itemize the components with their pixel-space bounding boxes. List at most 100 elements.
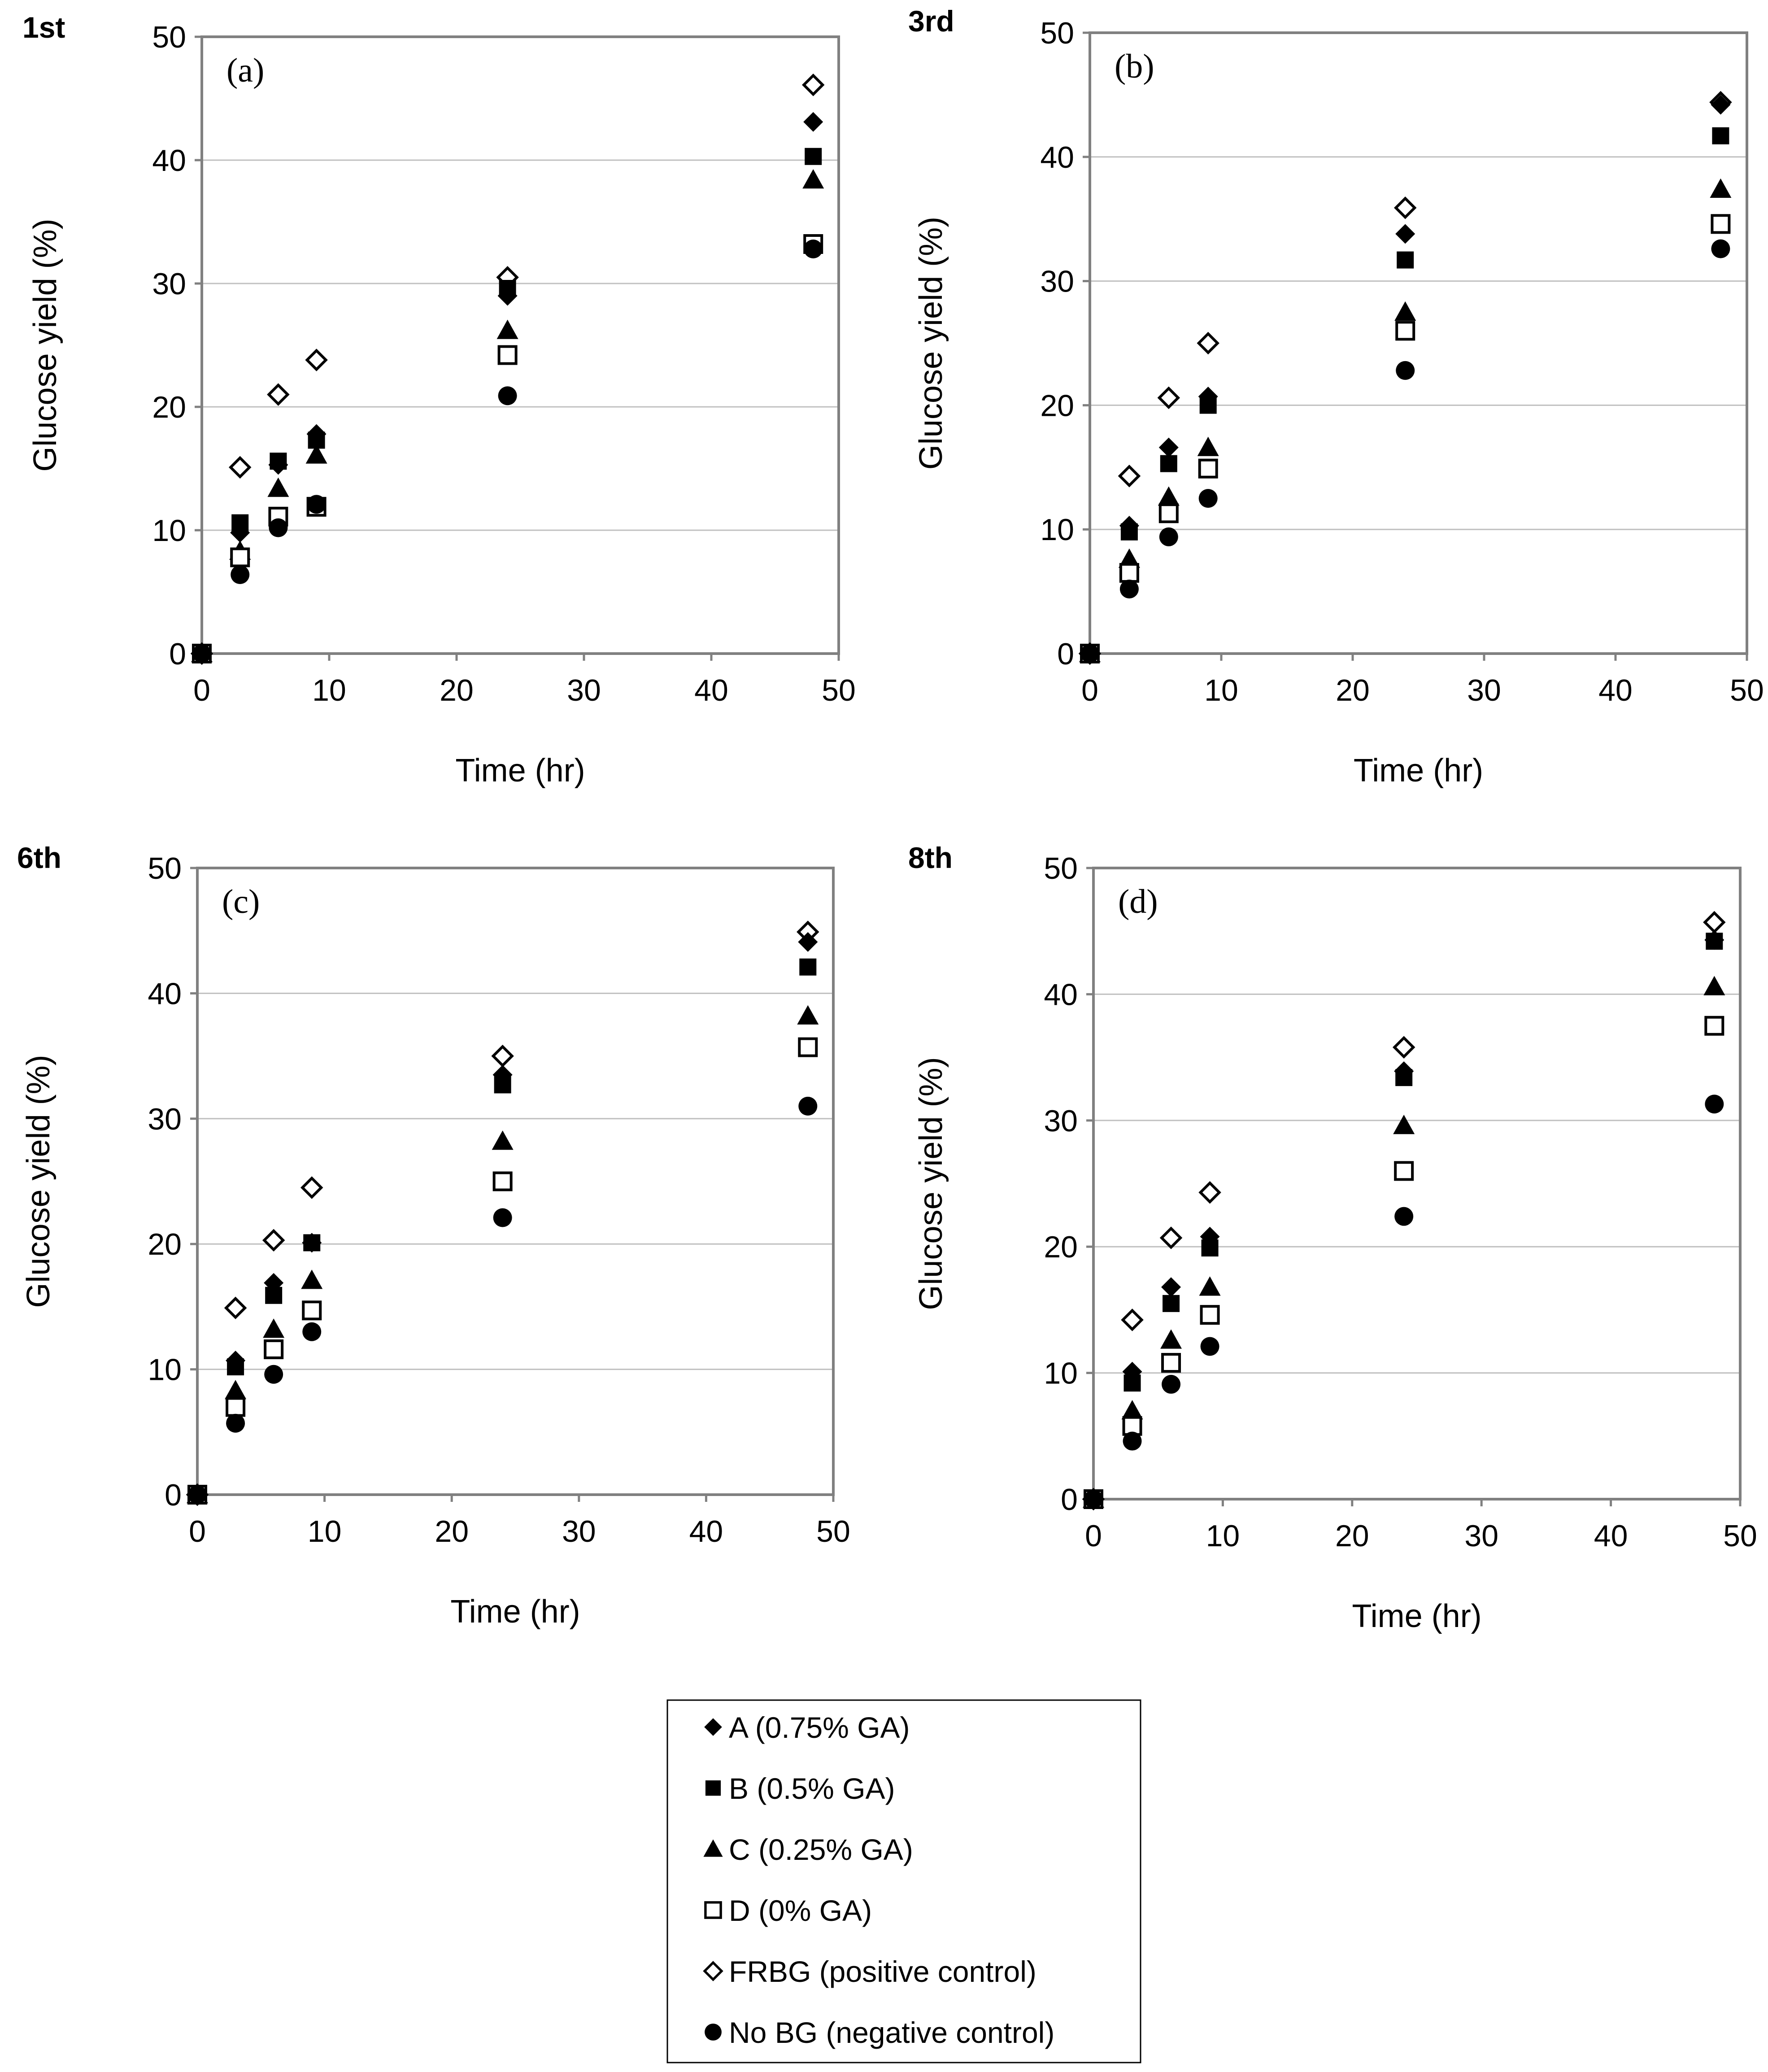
data-point-NoBG: [1080, 644, 1099, 663]
legend-label-C: C (0.25% GA): [729, 1833, 913, 1866]
data-point-D: [1161, 1353, 1181, 1373]
y-tick-label: 10: [1044, 1357, 1078, 1391]
x-tick-label: 10: [308, 1514, 342, 1549]
data-point-NoBG: [493, 1208, 512, 1227]
series-NoBG: [188, 1096, 818, 1504]
data-point-C: [305, 444, 327, 464]
data-point-C: [1197, 436, 1219, 456]
legend-marker-NoBG: [705, 2024, 722, 2041]
plot-frame: [1089, 31, 1748, 655]
data-point-D: [230, 547, 250, 567]
panel-b: 0 10 20 30 40 50 0 10 20 30 40 50 Time (hr) Glucose y…: [908, 4, 1764, 789]
data-point-NoBG: [498, 386, 517, 406]
data-point-NoBG: [1119, 580, 1139, 599]
x-tick-label: 10: [1206, 1519, 1240, 1553]
data-point-FRBG: [267, 383, 290, 406]
data-point-D: [1704, 1016, 1724, 1036]
data-point-FRBG: [224, 1296, 247, 1319]
y-tick-label: 40: [148, 977, 182, 1011]
data-point-NoBG: [1396, 361, 1415, 380]
x-tick-label: 40: [694, 673, 728, 707]
x-tick-label: 40: [1598, 673, 1633, 707]
series-C: [191, 169, 824, 663]
x-tick-label: 0: [193, 673, 210, 707]
y-tick-label: 50: [1040, 16, 1074, 50]
y-tick-label: 0: [169, 637, 186, 671]
data-point-B: [303, 1234, 321, 1252]
run-label: 6th: [17, 841, 61, 874]
data-point-FRBG: [1198, 1181, 1221, 1204]
series-NoBG: [1084, 1095, 1724, 1509]
data-point-NoBG: [1198, 489, 1218, 508]
x-tick-label: 50: [822, 673, 856, 707]
data-point-B: [1395, 1069, 1413, 1086]
data-point-C: [492, 1130, 514, 1150]
data-point-C: [1710, 178, 1732, 198]
y-axis-label: Glucose yield (%): [21, 1055, 57, 1308]
data-point-B: [494, 1076, 511, 1094]
data-point-B: [1712, 127, 1729, 144]
x-tick-label: 40: [689, 1514, 723, 1549]
plot-frame: [196, 867, 835, 1496]
x-axis-label: Time (hr): [450, 1594, 580, 1630]
data-point-D: [1200, 1305, 1220, 1325]
legend-marker-FRBG: [703, 1961, 723, 1981]
legend-marker-C: [703, 1839, 723, 1857]
data-point-FRBG: [1121, 1309, 1144, 1331]
x-tick-label: 0: [1081, 673, 1098, 707]
data-point-D: [492, 1171, 513, 1191]
y-tick-label: 10: [148, 1353, 182, 1387]
plot-frame: [1092, 867, 1742, 1501]
data-point-B: [1124, 1374, 1141, 1392]
series-C: [1079, 178, 1732, 663]
data-point-C: [1158, 486, 1180, 506]
panel-c: 0 10 20 30 40 50 0 10 20 30 40 50 Time (hr) Glucose y…: [17, 841, 850, 1630]
series-NoBG: [1080, 239, 1730, 663]
y-axis-label: Glucose yield (%): [913, 1057, 949, 1310]
plot-frame: [200, 35, 840, 655]
data-point-D: [1711, 214, 1731, 234]
data-point-D: [302, 1300, 322, 1321]
run-label: 8th: [908, 841, 953, 874]
data-point-FRBG: [228, 456, 252, 479]
legend-box: [666, 1699, 1141, 2063]
data-point-A: [1711, 95, 1731, 115]
y-tick-label: 0: [1057, 637, 1074, 671]
data-point-B: [499, 280, 516, 297]
data-point-FRBG: [300, 1176, 323, 1199]
x-tick-label: 0: [1085, 1519, 1102, 1553]
series-NoBG: [192, 240, 823, 663]
data-point-C: [225, 1380, 247, 1400]
x-tick-label: 20: [435, 1514, 469, 1549]
data-point-B: [1706, 933, 1723, 950]
data-point-C: [301, 1269, 323, 1289]
data-point-NoBG: [804, 240, 823, 258]
data-point-B: [1120, 523, 1138, 541]
data-point-C: [496, 319, 518, 339]
y-tick-label: 40: [1044, 977, 1078, 1012]
series-B: [1085, 933, 1723, 1508]
data-point-NoBG: [307, 495, 326, 514]
y-axis-label: Glucose yield (%): [27, 218, 63, 471]
x-axis-label: Time (hr): [455, 753, 585, 789]
y-tick-label: 0: [165, 1478, 182, 1512]
y-tick-label: 50: [152, 20, 186, 54]
data-point-C: [802, 169, 824, 189]
data-point-C: [1393, 1115, 1415, 1134]
x-tick-label: 30: [562, 1514, 596, 1549]
data-point-A: [798, 932, 818, 952]
data-point-NoBG: [264, 1365, 283, 1384]
data-point-B: [1201, 1239, 1219, 1257]
data-point-D: [1394, 1161, 1414, 1181]
x-tick-label: 50: [816, 1514, 850, 1549]
y-tick-label: 20: [152, 390, 186, 424]
data-point-B: [227, 1358, 244, 1376]
run-label: 3rd: [908, 4, 954, 38]
x-tick-label: 10: [1204, 673, 1238, 707]
data-point-NoBG: [1711, 239, 1730, 258]
data-point-D: [1198, 458, 1218, 479]
data-point-NoBG: [1394, 1207, 1414, 1226]
data-point-A: [1395, 224, 1415, 244]
run-label: 1st: [22, 11, 65, 44]
